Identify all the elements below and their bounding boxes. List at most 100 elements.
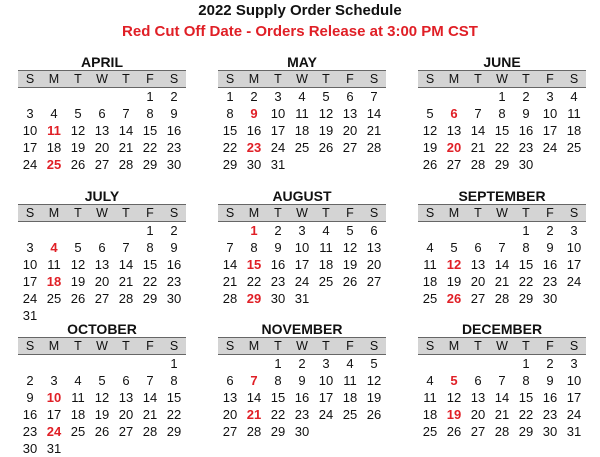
month-name: AUGUST <box>272 188 332 204</box>
day: 15 <box>494 123 510 138</box>
day: 2 <box>170 89 178 104</box>
weekday-label: T <box>522 206 530 220</box>
day: 24 <box>566 407 582 422</box>
weekday-label: T <box>474 339 482 353</box>
day: 29 <box>270 424 286 439</box>
day: 5 <box>322 89 330 104</box>
day: 23 <box>22 424 38 439</box>
weekday-label: S <box>369 339 379 353</box>
weekday-label: F <box>346 339 354 353</box>
cutoff-day: 15 <box>246 257 262 272</box>
day: 15 <box>518 257 534 272</box>
day: 17 <box>318 390 334 405</box>
day: 20 <box>366 257 382 272</box>
day: 28 <box>142 424 158 439</box>
day: 19 <box>342 257 358 272</box>
day: 21 <box>142 407 158 422</box>
day: 16 <box>166 257 182 272</box>
day: 28 <box>118 291 134 306</box>
weekday-label: W <box>96 339 108 353</box>
day: 31 <box>270 157 286 172</box>
day: 27 <box>446 157 462 172</box>
day: 26 <box>70 157 86 172</box>
weekday-label: S <box>225 339 235 353</box>
empty-cell <box>66 88 90 105</box>
cutoff-day: 12 <box>446 257 462 272</box>
weekday-label: W <box>296 339 308 353</box>
day: 20 <box>118 407 134 422</box>
day: 25 <box>342 407 358 422</box>
weekday-label: S <box>169 339 179 353</box>
day: 2 <box>546 356 554 371</box>
day: 27 <box>342 140 358 155</box>
day: 1 <box>522 356 530 371</box>
day: 12 <box>446 390 462 405</box>
day: 10 <box>270 106 286 121</box>
day: 27 <box>470 291 486 306</box>
day: 12 <box>366 373 382 388</box>
day: 13 <box>118 390 134 405</box>
day: 4 <box>346 356 354 371</box>
day: 13 <box>222 390 238 405</box>
day: 30 <box>166 157 182 172</box>
empty-cell <box>490 222 514 239</box>
weekday-label: W <box>96 206 108 220</box>
day: 21 <box>494 407 510 422</box>
weekday-label: M <box>448 339 460 353</box>
month-name: JULY <box>84 188 120 204</box>
day: 31 <box>566 424 582 439</box>
weekday-label: S <box>169 206 179 220</box>
month-name: APRIL <box>81 54 123 70</box>
day: 3 <box>274 89 282 104</box>
day: 4 <box>570 89 578 104</box>
day: 7 <box>370 89 378 104</box>
weekday-label: S <box>369 72 379 86</box>
day: 18 <box>318 257 334 272</box>
weekday-label: F <box>146 339 154 353</box>
day: 29 <box>142 157 158 172</box>
day: 30 <box>518 157 534 172</box>
weekday-label: T <box>522 72 530 86</box>
day: 26 <box>366 407 382 422</box>
weekday-label: F <box>346 72 354 86</box>
weekday-label: T <box>122 72 130 86</box>
day: 11 <box>567 106 581 121</box>
day: 8 <box>522 240 530 255</box>
day: 19 <box>70 140 86 155</box>
day: 29 <box>222 157 238 172</box>
day: 17 <box>542 123 558 138</box>
day: 12 <box>94 390 110 405</box>
weekday-label: T <box>74 206 82 220</box>
month-november: NOVEMBER S M T W T F S 1 2 3 4 5 6 7 8 9 10 11 12 13 14 15 16 17… <box>218 321 386 440</box>
cutoff-day: 19 <box>446 407 462 422</box>
page-title: 2022 Supply Order Schedule <box>198 2 402 19</box>
day: 14 <box>366 106 382 121</box>
day: 26 <box>94 424 110 439</box>
day: 30 <box>246 157 262 172</box>
cutoff-day: 10 <box>46 390 62 405</box>
weekday-label: M <box>248 72 260 86</box>
day: 8 <box>146 240 154 255</box>
weekday-label: F <box>546 339 554 353</box>
day: 25 <box>46 291 62 306</box>
day: 3 <box>570 223 578 238</box>
day: 26 <box>318 140 334 155</box>
day-grid: 1 2 3 4 5 6 7 8 9 10 11 12 13 14 15 16 17 18 19 20 21 22 23 24 2… <box>418 88 586 173</box>
day: 29 <box>142 291 158 306</box>
day: 13 <box>446 123 462 138</box>
day: 19 <box>422 140 438 155</box>
cutoff-day: 11 <box>47 123 61 138</box>
weekday-label: F <box>346 206 354 220</box>
weekday-label: F <box>146 206 154 220</box>
weekday-label: M <box>448 206 460 220</box>
day: 10 <box>318 373 334 388</box>
day: 21 <box>494 274 510 289</box>
day: 21 <box>222 274 238 289</box>
cutoff-day: 29 <box>246 291 262 306</box>
day: 13 <box>342 106 358 121</box>
day: 30 <box>166 291 182 306</box>
day: 10 <box>294 240 310 255</box>
day: 1 <box>170 356 178 371</box>
cutoff-day: 4 <box>50 240 58 255</box>
